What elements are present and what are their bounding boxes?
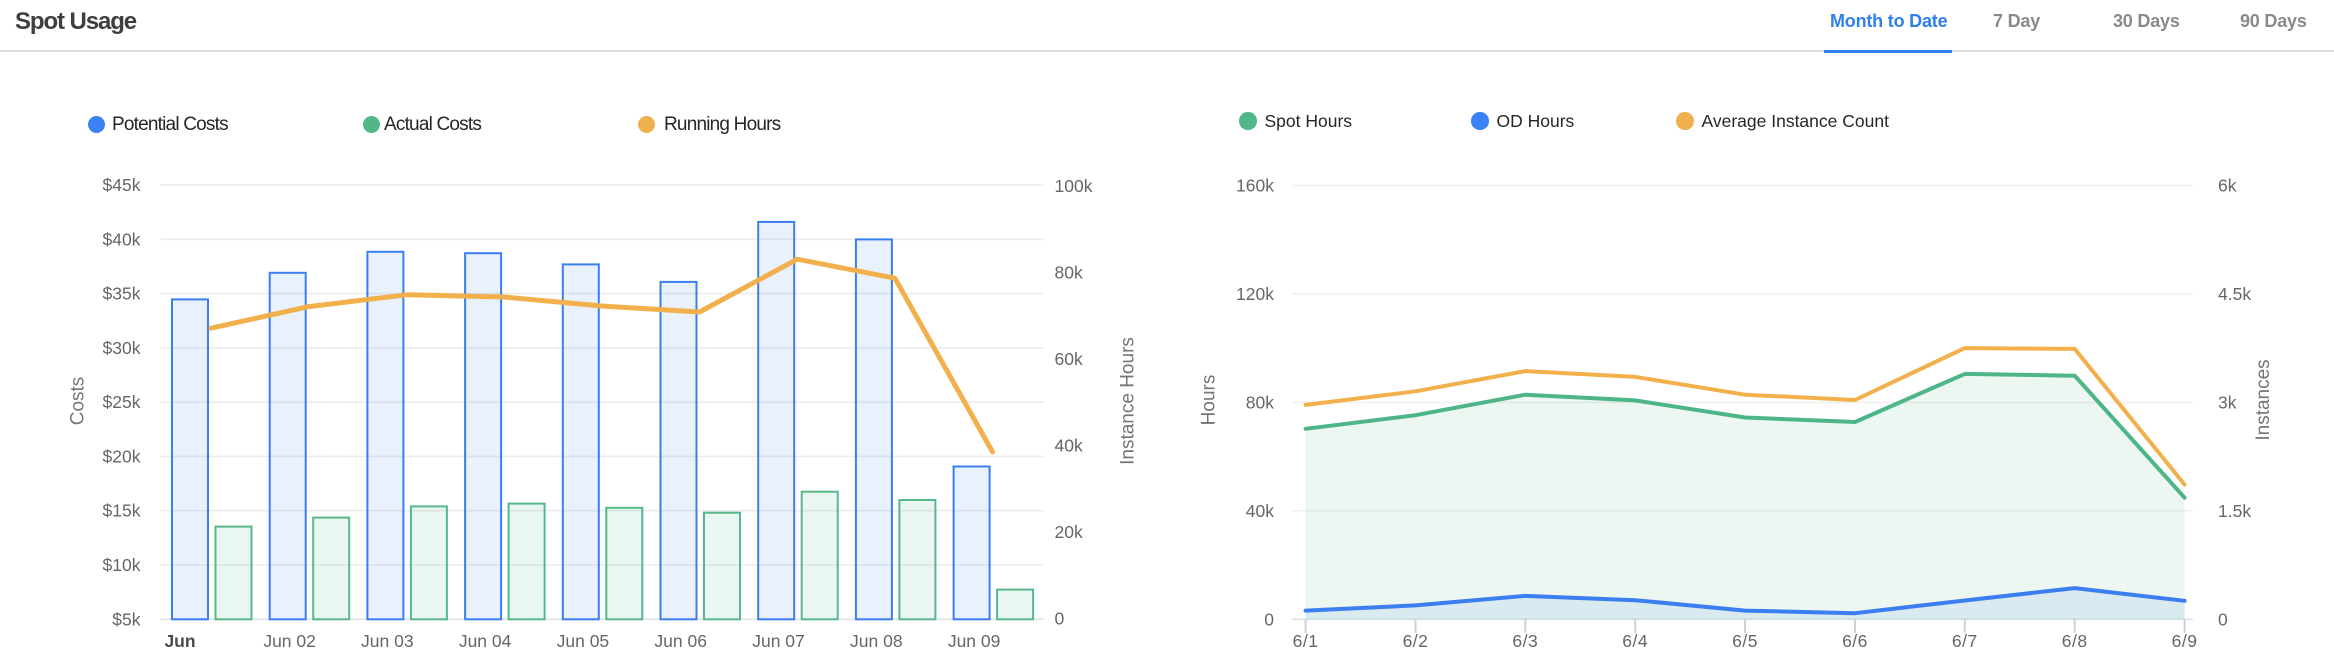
svg-text:Jun 02: Jun 02 [263, 631, 316, 651]
svg-text:Jun 07: Jun 07 [752, 631, 805, 651]
svg-text:80k: 80k [1246, 392, 1274, 412]
svg-text:Instance Hours: Instance Hours [1118, 337, 1139, 465]
svg-text:0: 0 [1055, 609, 1065, 629]
svg-text:0: 0 [2218, 609, 2228, 629]
svg-text:60k: 60k [1055, 349, 1083, 369]
svg-text:120k: 120k [1236, 284, 1274, 304]
svg-text:6k: 6k [2218, 175, 2237, 195]
svg-text:6/7: 6/7 [1952, 631, 1978, 651]
svg-text:6/2: 6/2 [1403, 631, 1429, 651]
svg-text:$30k: $30k [103, 338, 141, 358]
svg-text:6/5: 6/5 [1732, 631, 1758, 651]
svg-text:Jun 04: Jun 04 [459, 631, 512, 651]
svg-text:1.5k: 1.5k [2218, 501, 2251, 521]
svg-text:100k: 100k [1055, 176, 1093, 196]
svg-text:Jun 09: Jun 09 [948, 631, 1001, 651]
svg-text:4.5k: 4.5k [2218, 284, 2251, 304]
svg-text:Jun 03: Jun 03 [361, 631, 414, 651]
svg-text:$45k: $45k [103, 175, 141, 195]
svg-text:6/4: 6/4 [1622, 631, 1648, 651]
svg-text:$35k: $35k [103, 284, 141, 304]
svg-text:3k: 3k [2218, 392, 2237, 412]
svg-text:20k: 20k [1055, 522, 1083, 542]
svg-text:Jun: Jun [164, 631, 195, 651]
svg-text:160k: 160k [1236, 175, 1274, 195]
svg-text:Jun 08: Jun 08 [850, 631, 903, 651]
svg-text:6/1: 6/1 [1293, 631, 1319, 651]
svg-text:6/3: 6/3 [1512, 631, 1538, 651]
svg-text:40k: 40k [1055, 436, 1083, 456]
svg-text:$20k: $20k [103, 446, 141, 466]
svg-text:$10k: $10k [103, 555, 141, 575]
svg-text:6/9: 6/9 [2172, 631, 2198, 651]
svg-text:80k: 80k [1055, 263, 1083, 283]
svg-text:$15k: $15k [103, 501, 141, 521]
svg-text:Instances: Instances [2253, 359, 2274, 440]
svg-text:Hours: Hours [1199, 375, 1220, 426]
svg-text:40k: 40k [1246, 501, 1274, 521]
svg-text:6/8: 6/8 [2062, 631, 2088, 651]
svg-text:0: 0 [1264, 609, 1274, 629]
svg-text:$25k: $25k [103, 392, 141, 412]
svg-text:Jun 05: Jun 05 [557, 631, 610, 651]
svg-text:$5k: $5k [112, 609, 140, 629]
svg-text:6/6: 6/6 [1842, 631, 1868, 651]
svg-text:Costs: Costs [68, 377, 89, 426]
svg-text:$40k: $40k [103, 229, 141, 249]
svg-text:Jun 06: Jun 06 [654, 631, 707, 651]
